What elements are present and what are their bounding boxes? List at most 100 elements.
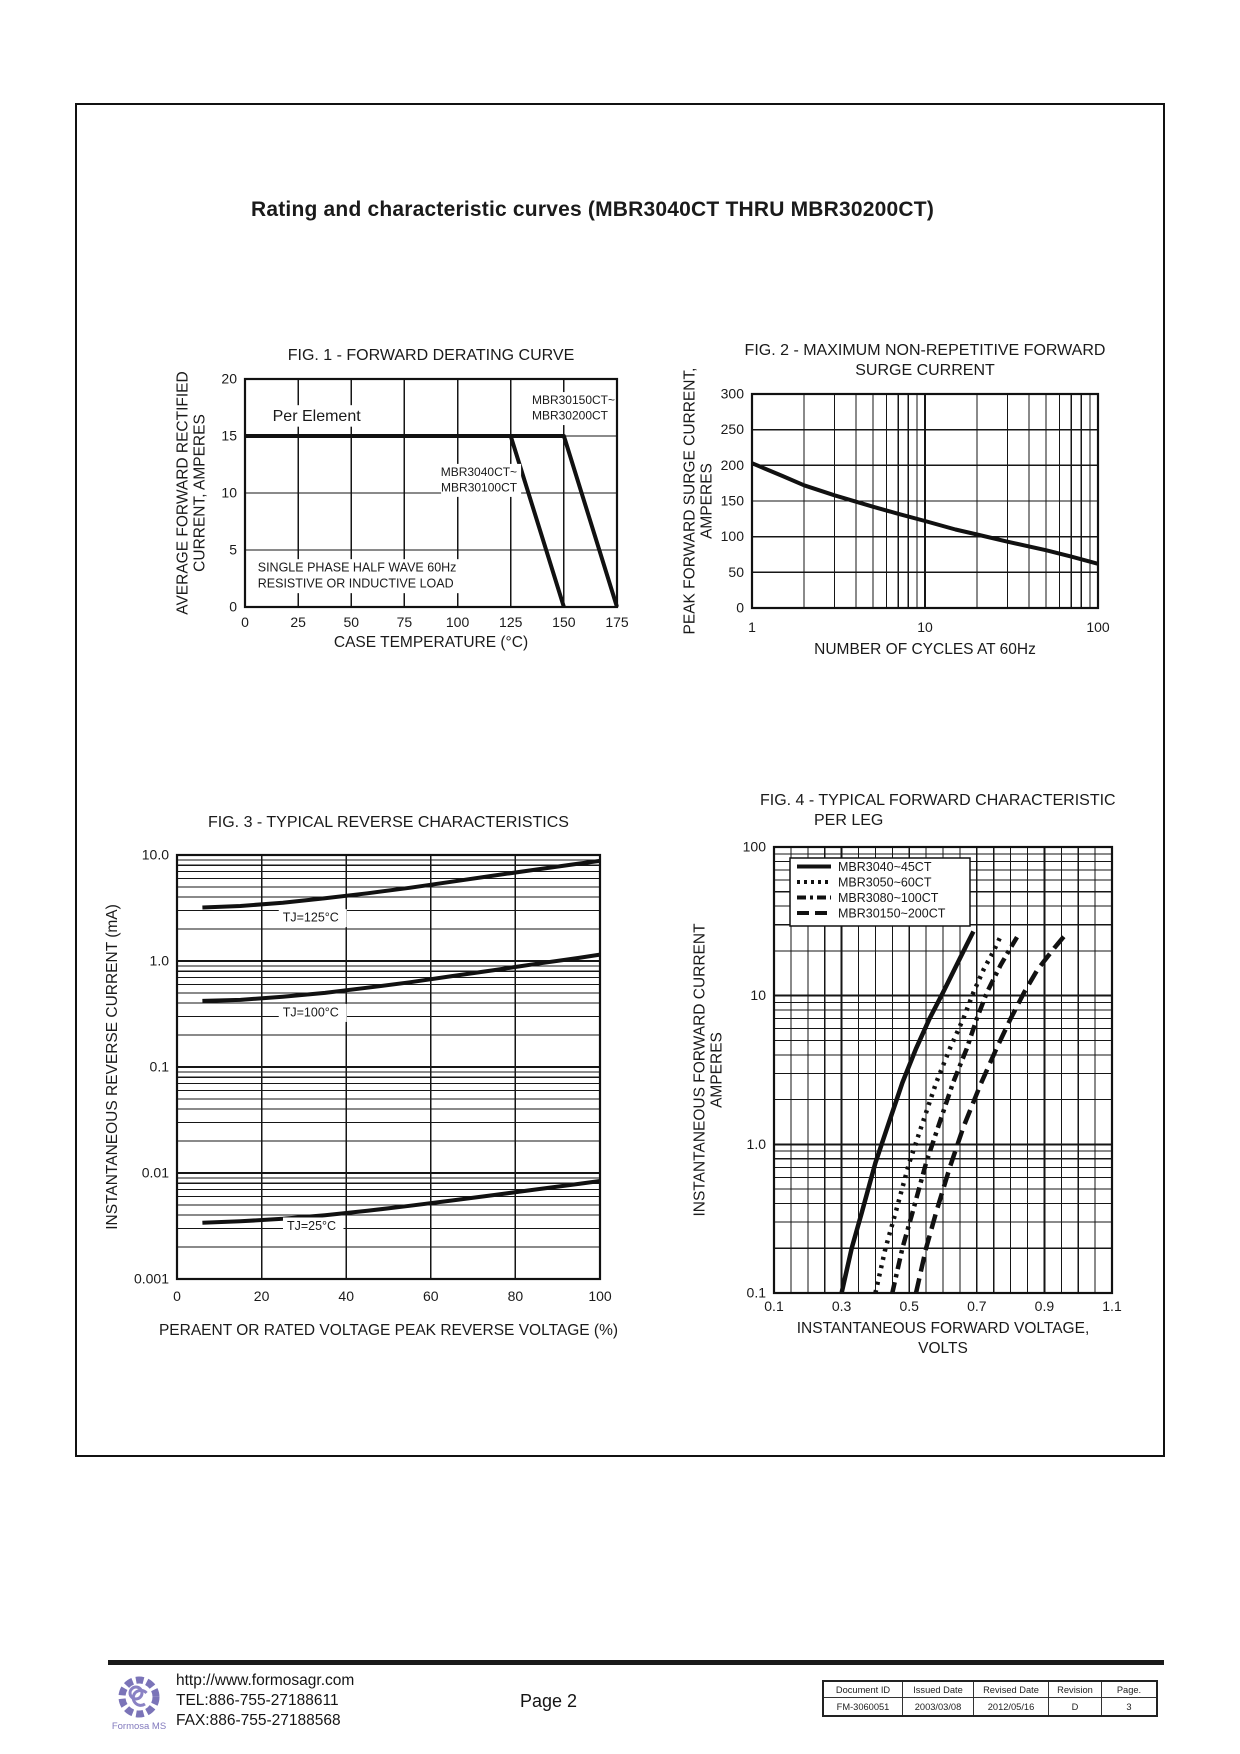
svg-text:75: 75 (397, 614, 413, 630)
svg-text:0.1: 0.1 (764, 1298, 784, 1314)
legend-label: MBR3040~45CT (838, 860, 932, 874)
svg-text:10: 10 (750, 987, 766, 1003)
fig1-annotation: MBR30150CT~ (532, 393, 615, 407)
svg-text:60: 60 (423, 1288, 439, 1304)
svg-text:200: 200 (721, 457, 745, 473)
svg-text:1.0: 1.0 (150, 953, 170, 969)
svg-text:0.1: 0.1 (150, 1059, 170, 1075)
svg-text:NUMBER OF CYCLES AT 60Hz: NUMBER OF CYCLES AT 60Hz (814, 641, 1036, 658)
series-MBR3080~100CT (890, 935, 1020, 1294)
svg-text:0: 0 (241, 614, 249, 630)
svg-text:150: 150 (721, 493, 745, 509)
footer-divider (108, 1660, 1164, 1665)
website-link[interactable]: http://www.formosagr.com (176, 1672, 355, 1689)
fig1-annotation: RESISTIVE OR INDUCTIVE LOAD (258, 577, 454, 591)
svg-text:100: 100 (743, 839, 767, 855)
svg-text:175: 175 (605, 614, 629, 630)
header-document-id: Document ID (822, 1680, 903, 1698)
header-revision: Revision (1048, 1680, 1102, 1698)
fig4-svg: 0.1 0.3 0.5 0.7 0.9 1.1 100 10 1.0 0.1 INSTANTANEO… (692, 792, 1122, 1357)
contact-block: http://www.formosagr.com TEL:886-755-271… (176, 1671, 354, 1731)
fig4-title: FIG. 4 - TYPICAL FORWARD CHARACTERISTIC (760, 792, 1116, 809)
fig3-annotation: TJ=125°C (283, 911, 339, 925)
fig1-svg: 0 25 50 75 100 125 150 175 0 5 10 15 20 CASE TEMPERAT… (175, 347, 629, 651)
svg-text:0.3: 0.3 (832, 1298, 852, 1314)
fig3-annotation: TJ=100°C (283, 1005, 339, 1019)
svg-text:40: 40 (338, 1288, 354, 1304)
value-revision: D (1048, 1697, 1102, 1717)
value-document-id: FM-3060051 (822, 1697, 903, 1717)
series-surge-current (751, 461, 1099, 566)
svg-text:1: 1 (748, 619, 756, 635)
fig2-surge-current-chart: 1 10 100 0 50 100 150 200 250 300 NUMBER OF CYCLES… (620, 330, 1160, 670)
svg-text:PERAENT OR RATED VOLTAGE PEAK: PERAENT OR RATED VOLTAGE PEAK REVERSE VO… (159, 1322, 618, 1339)
svg-text:0: 0 (736, 600, 744, 616)
svg-text:INSTANTANEOUS REVERSE CURRENT: INSTANTANEOUS REVERSE CURRENT (mA) (104, 904, 121, 1230)
header-issued-date: Issued Date (902, 1680, 974, 1698)
header-revised-date: Revised Date (973, 1680, 1049, 1698)
svg-text:AVERAGE FORWARD RECTIFIEDCURRE: AVERAGE FORWARD RECTIFIEDCURRENT, AMPERE… (175, 371, 209, 614)
table-header-row: Document ID Issued Date Revised Date Rev… (822, 1680, 1158, 1698)
series-MBR3040~45CT (839, 930, 976, 1294)
fig2-svg: 1 10 100 0 50 100 150 200 250 300 NUMBER OF CYCLES… (682, 342, 1110, 658)
logo-swirl-2 (131, 1688, 148, 1707)
legend-label: MBR3080~100CT (838, 891, 939, 905)
legend-label: MBR3050~60CT (838, 876, 932, 890)
fig4-title: PER LEG (814, 812, 883, 829)
fax-line: FAX:886-755-27188568 (176, 1712, 341, 1729)
fig3-reverse-characteristics-chart: 0 20 40 60 80 100 10.0 1.0 0.1 0.01 0.001 PERAENT O… (95, 800, 665, 1365)
svg-text:100: 100 (721, 528, 745, 544)
fig3-title: FIG. 3 - TYPICAL REVERSE CHARACTERISTICS (208, 814, 569, 831)
series-TJ=125C (202, 858, 601, 910)
svg-text:CASE TEMPERATURE (°C): CASE TEMPERATURE (°C) (334, 634, 528, 651)
fig1-annotation: MBR30100CT (441, 480, 518, 494)
fig1-annotation: Per Element (273, 408, 362, 425)
svg-text:0.001: 0.001 (134, 1271, 169, 1287)
svg-text:125: 125 (499, 614, 523, 630)
svg-text:0.01: 0.01 (142, 1165, 169, 1181)
svg-text:10.0: 10.0 (142, 847, 169, 863)
svg-text:INSTANTANEOUS FORWARD VOLTAGE,: INSTANTANEOUS FORWARD VOLTAGE, (797, 1320, 1090, 1337)
value-issued-date: 2003/03/08 (902, 1697, 974, 1717)
tel-line: TEL:886-755-27188611 (176, 1692, 339, 1709)
fig1-annotation: MBR30200CT (532, 409, 609, 423)
document-info-table: Document ID Issued Date Revised Date Rev… (822, 1680, 1158, 1717)
fig3-svg: 0 20 40 60 80 100 10.0 1.0 0.1 0.01 0.001 PERAENT O… (104, 814, 618, 1339)
svg-text:300: 300 (721, 386, 745, 402)
logo-swirl-1 (128, 1685, 144, 1701)
fig2-title: SURGE CURRENT (855, 362, 995, 379)
fig1-annotation: MBR3040CT~ (441, 465, 517, 479)
svg-text:PEAK FORWARD SURGE CURRENT,AMP: PEAK FORWARD SURGE CURRENT,AMPERES (682, 368, 716, 635)
svg-text:50: 50 (728, 564, 744, 580)
svg-text:0: 0 (229, 599, 237, 615)
header-page: Page. (1101, 1680, 1158, 1698)
logo-ring (118, 1676, 160, 1718)
svg-text:INSTANTANEOUS FORWARD CURRENTA: INSTANTANEOUS FORWARD CURRENTAMPERES (692, 923, 726, 1217)
svg-text:0: 0 (173, 1288, 181, 1304)
svg-text:150: 150 (552, 614, 576, 630)
series-MBR3050~60CT (873, 935, 1003, 1294)
page-title: Rating and characteristic curves (MBR304… (250, 198, 935, 221)
table-value-row: FM-3060051 2003/03/08 2012/05/16 D 3 (822, 1697, 1158, 1717)
value-revised-date: 2012/05/16 (973, 1697, 1049, 1717)
fig3-annotation: TJ=25°C (287, 1219, 336, 1233)
series-MBR30150CT~MBR30200CT (245, 434, 619, 608)
series-TJ=100C (202, 952, 601, 1003)
fig1-forward-derating-chart: 0 25 50 75 100 125 150 175 0 5 10 15 20 CASE TEMPERAT… (130, 330, 670, 665)
svg-text:0.5: 0.5 (899, 1298, 919, 1314)
svg-text:0.7: 0.7 (967, 1298, 987, 1314)
svg-text:1.1: 1.1 (1102, 1298, 1122, 1314)
series-MBR30150~200CT (913, 930, 1070, 1294)
formosa-logo-icon (110, 1674, 168, 1722)
page-border (75, 103, 1165, 1457)
svg-text:20: 20 (221, 371, 237, 387)
svg-text:10: 10 (221, 485, 237, 501)
svg-text:50: 50 (343, 614, 359, 630)
svg-text:100: 100 (1086, 619, 1110, 635)
svg-text:10: 10 (917, 619, 933, 635)
svg-text:VOLTS: VOLTS (918, 1340, 968, 1357)
legend-label: MBR30150~200CT (838, 907, 946, 921)
logo-caption: Formosa MS (111, 1721, 167, 1732)
svg-text:100: 100 (446, 614, 470, 630)
